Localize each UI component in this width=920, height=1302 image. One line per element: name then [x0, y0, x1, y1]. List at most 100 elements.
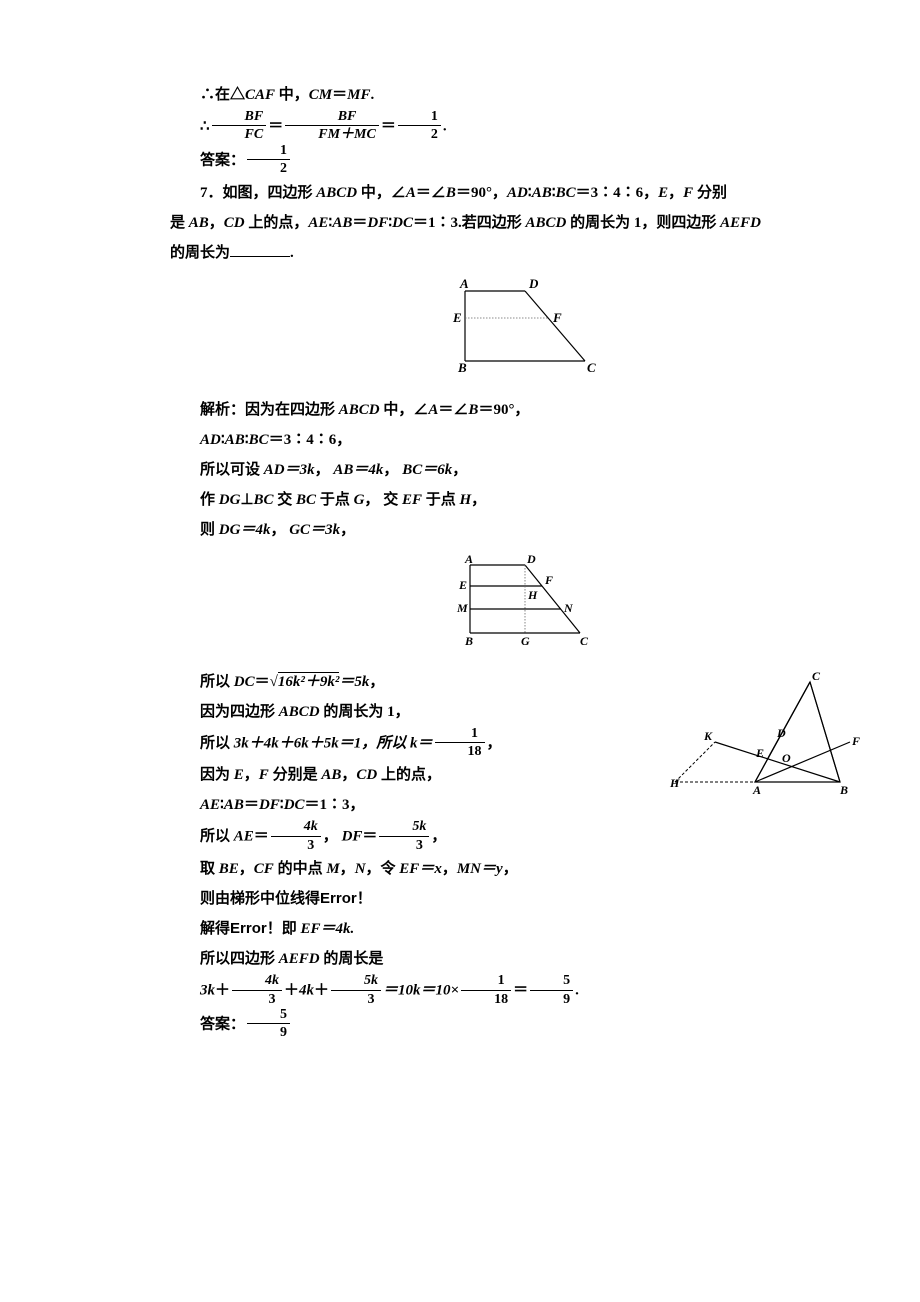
t: E	[234, 767, 244, 783]
t: ABCD	[525, 215, 566, 231]
t: DC	[392, 215, 413, 231]
t: ＝	[332, 87, 347, 103]
error-text: Error！	[230, 920, 282, 937]
t: GC	[289, 522, 310, 538]
exp-13: 则由梯形中位线得Error！	[170, 884, 860, 914]
t: AB	[224, 797, 244, 813]
abcd: ABCD	[316, 185, 357, 201]
t: B	[468, 402, 478, 418]
t: CD	[224, 215, 245, 231]
exp-3: 所以可设 AD＝3k， AB＝4k， BC＝6k，	[170, 455, 860, 485]
t: AE	[234, 829, 254, 845]
t: ＝4k.	[320, 921, 354, 937]
t: 3k＋4k＋6k＋5k＝1，所以 k＝	[234, 735, 433, 751]
t: ，	[364, 492, 379, 508]
t: AB	[332, 215, 352, 231]
t: .	[371, 87, 375, 103]
t: EF	[402, 492, 422, 508]
frac-5-9: 59	[530, 973, 573, 1007]
t: BC	[402, 462, 422, 478]
t: 中，	[275, 87, 309, 103]
t: 交	[274, 492, 297, 508]
frac-half: 12	[398, 109, 441, 143]
t: BC	[296, 492, 316, 508]
t: MN	[457, 861, 481, 877]
t: ，	[487, 735, 502, 751]
answer-label: 答案：	[200, 152, 245, 168]
line-fraction: ∴BFFC＝BFFM＋MC＝12.	[170, 110, 860, 144]
t: EF	[300, 921, 320, 937]
t: ，令	[366, 861, 400, 877]
t: A	[406, 185, 416, 201]
t: ，	[383, 462, 398, 478]
t: 取	[200, 861, 219, 877]
fig-label: B	[839, 783, 848, 797]
fig-label: N	[563, 601, 574, 615]
t: 所以可设	[200, 462, 264, 478]
t: ＝3k	[310, 522, 340, 538]
t: AEFD	[720, 215, 761, 231]
q7-text-3: 的周长为.	[170, 238, 860, 268]
t: 所以	[200, 829, 234, 845]
t: 所以四边形	[200, 951, 279, 967]
t: ＝1∶3.若四边形	[413, 215, 526, 231]
frac-1-18: 118	[435, 726, 485, 760]
t: ，	[270, 522, 285, 538]
t: B	[446, 185, 456, 201]
frac-half: 12	[247, 143, 290, 177]
t: 分别	[693, 185, 727, 201]
t: AB	[532, 185, 552, 201]
t: DF	[342, 829, 363, 845]
t: ＝	[244, 797, 259, 813]
t: G	[354, 492, 365, 508]
fig-label: O	[782, 751, 791, 765]
t: 因为	[200, 767, 234, 783]
t: ＝3k	[285, 462, 315, 478]
frac: 5k3	[331, 973, 381, 1007]
fig-label: A	[459, 276, 469, 291]
t: ＝10k＝10×	[383, 982, 459, 998]
q7-text: 7．如图，四边形 ABCD 中，∠A＝∠B＝90°，AD∶AB∶BC＝3∶4∶6…	[170, 178, 860, 208]
fig-label: D	[526, 553, 536, 566]
t: BC	[556, 185, 576, 201]
t: ＝∠	[438, 402, 468, 418]
t: 因为四边形	[200, 704, 279, 720]
frac: 118	[461, 973, 511, 1007]
t: 即	[282, 921, 301, 937]
fig-label: A	[464, 553, 473, 566]
t: .	[290, 245, 294, 261]
fig-label: E	[458, 578, 467, 592]
t: ，	[431, 829, 446, 845]
answer-label: 答案：	[200, 1016, 245, 1032]
caf: CAF	[245, 87, 275, 103]
t: 的周长是	[320, 951, 384, 967]
exp-14: 解得Error！即 EF＝4k.	[170, 914, 860, 944]
t: ，	[323, 829, 338, 845]
fig-label: B	[464, 634, 473, 648]
t: DG	[219, 522, 241, 538]
mf: MF	[347, 87, 370, 103]
exp-15: 所以四边形 AEFD 的周长是	[170, 944, 860, 974]
t: 上的点，	[377, 767, 441, 783]
t: 解得	[200, 921, 230, 937]
t: ，	[341, 767, 356, 783]
t: ＝∠	[416, 185, 446, 201]
t: ＝3∶4∶6，	[576, 185, 659, 201]
fig-label: A	[752, 783, 761, 797]
t: ，	[340, 861, 355, 877]
t: DF	[367, 215, 388, 231]
fig-label: M	[456, 601, 468, 615]
line-caf: ∴在△CAF 中，CM＝MF.	[170, 80, 860, 110]
t: N	[355, 861, 366, 877]
t: 7．如图，四边形	[200, 185, 316, 201]
eq: ＝	[381, 118, 396, 134]
t: 中，∠	[357, 185, 406, 201]
answer-5-9: 答案：59	[170, 1008, 860, 1042]
t: ＝6k	[422, 462, 452, 478]
t: BC	[249, 432, 269, 448]
t: M	[326, 861, 339, 877]
t: 于点	[316, 492, 354, 508]
t: ＝	[352, 215, 367, 231]
t: 则由梯形中位线得	[200, 891, 320, 907]
t: AD	[264, 462, 285, 478]
